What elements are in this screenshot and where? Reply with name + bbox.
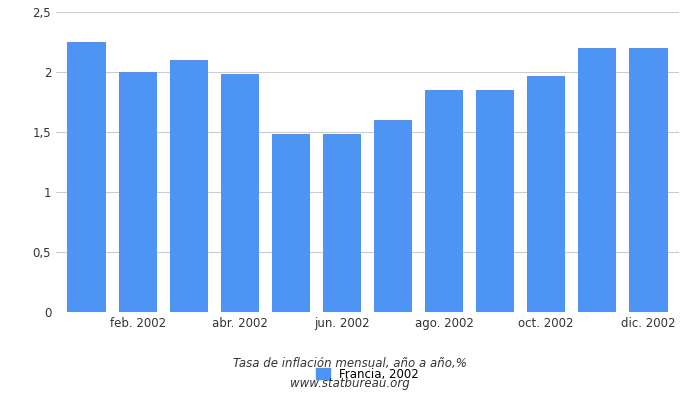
Bar <box>527 76 566 312</box>
Text: Tasa de inflación mensual, año a año,%: Tasa de inflación mensual, año a año,% <box>233 358 467 370</box>
Bar <box>272 134 310 312</box>
Bar <box>169 60 208 312</box>
Bar <box>425 90 463 312</box>
Legend: Francia, 2002: Francia, 2002 <box>311 363 424 385</box>
Text: www.statbureau.org: www.statbureau.org <box>290 378 410 390</box>
Bar <box>629 48 668 312</box>
Bar <box>118 72 157 312</box>
Bar <box>323 134 361 312</box>
Bar <box>220 74 259 312</box>
Bar <box>67 42 106 312</box>
Bar <box>578 48 617 312</box>
Bar <box>374 120 412 312</box>
Bar <box>476 90 514 312</box>
